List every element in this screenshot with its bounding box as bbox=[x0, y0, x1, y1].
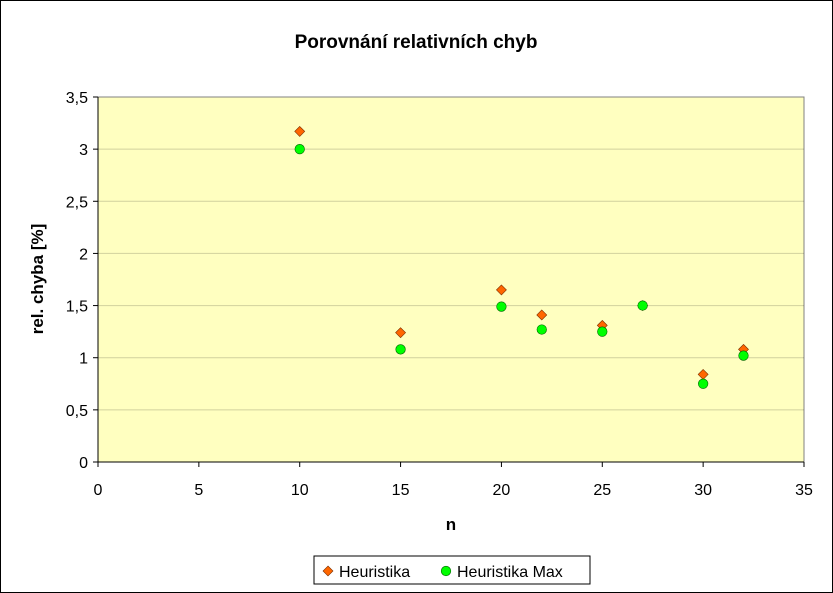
y-tick-label: 0,5 bbox=[66, 403, 88, 420]
y-tick-label: 3 bbox=[79, 142, 88, 159]
heuristika-max-point bbox=[597, 326, 608, 337]
x-tick-label: 15 bbox=[392, 482, 410, 499]
y-tick-label: 0 bbox=[79, 455, 88, 472]
x-axis-title: n bbox=[446, 515, 456, 534]
heuristika-max-point bbox=[738, 350, 749, 361]
legend: Heuristika Heuristika Max bbox=[313, 555, 591, 585]
heuristika-point bbox=[496, 284, 507, 296]
heuristika-max-point bbox=[637, 300, 648, 311]
data-points bbox=[294, 125, 749, 389]
plot-area bbox=[97, 96, 805, 463]
y-axis-title: rel. chyba [%] bbox=[28, 224, 47, 335]
gridlines bbox=[98, 148, 804, 411]
heuristika-point bbox=[395, 327, 406, 339]
heuristika-max-point bbox=[536, 324, 547, 335]
heuristika-max-point bbox=[698, 378, 709, 389]
x-tick-label: 20 bbox=[493, 482, 511, 499]
x-tick-label: 30 bbox=[694, 482, 712, 499]
heuristika-point bbox=[294, 125, 306, 137]
x-tick-label: 10 bbox=[291, 482, 309, 499]
y-tick-label: 2,5 bbox=[66, 194, 88, 211]
series-2 bbox=[294, 144, 749, 389]
legend-box bbox=[313, 555, 591, 585]
y-tick-label: 1 bbox=[79, 351, 88, 368]
heuristika-point bbox=[536, 309, 548, 321]
heuristika-max-point bbox=[395, 344, 406, 355]
legend-marker-1 bbox=[322, 565, 334, 577]
legend-label-1: Heuristika bbox=[339, 564, 410, 581]
y-tick-label: 2 bbox=[79, 246, 88, 263]
chart-title: Porovnání relativních chyb bbox=[295, 32, 538, 53]
legend-label-2: Heuristika Max bbox=[457, 564, 563, 581]
axes bbox=[93, 96, 805, 467]
y-tick-label: 3,5 bbox=[66, 90, 88, 107]
y-tick-label: 1,5 bbox=[66, 299, 88, 316]
heuristika-max-point bbox=[496, 301, 507, 312]
legend-marker-2 bbox=[440, 565, 452, 577]
x-tick-label: 25 bbox=[593, 482, 611, 499]
x-tick-label: 0 bbox=[94, 482, 103, 499]
x-tick-label: 5 bbox=[194, 482, 203, 499]
heuristika-max-point bbox=[294, 144, 305, 155]
tick-labels: 0 0,5 1 1,5 2 2,5 3 3,5 0 5 10 15 20 25 30 35 bbox=[66, 90, 813, 499]
x-tick-label: 35 bbox=[795, 482, 813, 499]
